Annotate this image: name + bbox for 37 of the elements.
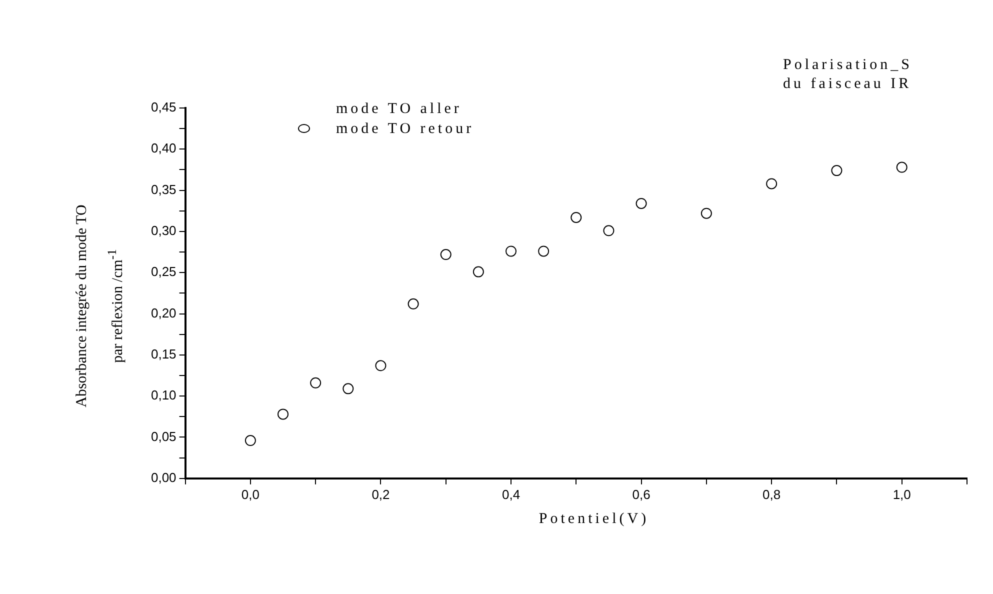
y-tick-label: 0,25 bbox=[150, 264, 176, 280]
y-tick-label: 0,45 bbox=[150, 100, 176, 115]
y-tick-label: 0,05 bbox=[150, 428, 176, 444]
point bbox=[538, 246, 550, 257]
point bbox=[472, 266, 484, 278]
point bbox=[375, 360, 386, 372]
y-tick-label: 0,15 bbox=[150, 346, 176, 362]
y-tick-label: 0,40 bbox=[150, 140, 176, 156]
point bbox=[342, 383, 354, 394]
point bbox=[603, 225, 614, 236]
y-tick-label: 0,10 bbox=[150, 388, 176, 403]
y-tick-label: 0,20 bbox=[150, 305, 176, 320]
point bbox=[440, 249, 452, 260]
x-tick-label: 0,6 bbox=[632, 486, 650, 502]
x-axis-title: Potentiel(V) bbox=[538, 511, 650, 527]
y-tick-label: 0,00 bbox=[150, 470, 176, 485]
point bbox=[506, 246, 517, 257]
point bbox=[244, 435, 256, 446]
point bbox=[310, 377, 322, 388]
x-tick-label: 0,0 bbox=[241, 486, 260, 502]
point bbox=[636, 198, 647, 209]
x-tick-label: 0,2 bbox=[372, 486, 390, 502]
point bbox=[408, 298, 419, 310]
y-tick-label: 0,35 bbox=[150, 182, 176, 197]
annotation: mode TO aller bbox=[336, 101, 462, 117]
point bbox=[278, 408, 289, 420]
point bbox=[831, 165, 842, 176]
legend-label: mode TO retour bbox=[336, 121, 474, 137]
point bbox=[700, 208, 712, 219]
point bbox=[766, 178, 778, 190]
x-tick-label: 0,4 bbox=[502, 486, 520, 502]
point bbox=[570, 212, 582, 223]
y-tick-label: 0,30 bbox=[150, 223, 176, 238]
text: Polarisation_S du faisceau IR bbox=[783, 57, 913, 92]
x-tick-label: 1,0 bbox=[892, 486, 911, 502]
x-tick-label: 0,8 bbox=[762, 486, 781, 502]
point bbox=[896, 162, 908, 173]
